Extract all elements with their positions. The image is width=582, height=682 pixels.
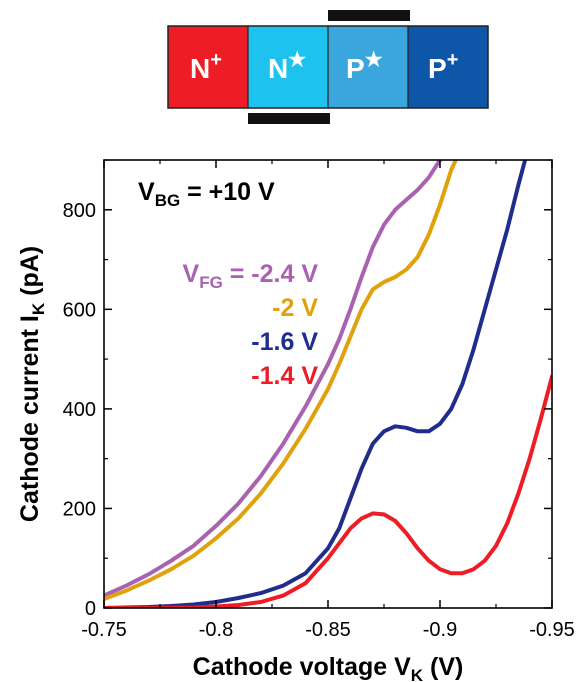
- legend: VFG = -2.4 V-2 V -1.6 V -1.4 V: [183, 260, 319, 390]
- region-n-star: [248, 26, 328, 108]
- x-tick-label-0: -0.75: [81, 619, 127, 641]
- y-tick-label-2: 400: [63, 399, 96, 421]
- x-axis-label: Cathode voltage VK (V): [193, 653, 464, 682]
- x-tick-label-1: -0.8: [199, 619, 233, 641]
- region-p-plus: [408, 26, 488, 108]
- device-schematic: N+ N★ P★ P+: [167, 10, 489, 124]
- top-gate-bar: [328, 10, 410, 21]
- region-n-star-label: N★: [268, 49, 306, 84]
- series-line-2: [104, 160, 528, 608]
- region-p-star-label: P★: [346, 49, 383, 84]
- y-axis-label: Cathode current IK (pA): [16, 246, 48, 522]
- x-tick-label-4: -0.95: [529, 619, 575, 641]
- series-line-1: [104, 160, 458, 601]
- tick-layer: -0.75 -0.8 -0.85 -0.9 -0.95 0 200 400 600 800: [63, 159, 575, 641]
- legend-entry-2: -1.6 V: [251, 328, 318, 356]
- y-tick-label-1: 200: [63, 498, 96, 520]
- bottom-gate-bar: [248, 113, 330, 124]
- region-p-star: [328, 26, 408, 108]
- series-layer: [104, 160, 552, 608]
- x-tick-label-3: -0.9: [423, 619, 457, 641]
- y-tick-label-3: 600: [63, 299, 96, 321]
- y-tick-label-0: 0: [85, 598, 96, 620]
- y-tick-label-4: 800: [63, 200, 96, 222]
- region-n-plus: [168, 26, 248, 108]
- legend-entry-3: -1.4 V: [251, 362, 318, 390]
- legend-entry-1: -2 V: [272, 294, 318, 322]
- vbg-annotation: VBG = +10 V: [138, 178, 275, 210]
- series-line-0: [104, 160, 442, 598]
- plot-frame: [103, 159, 553, 609]
- region-n-plus-label: N+: [190, 49, 222, 84]
- series-line-3: [104, 374, 552, 608]
- legend-entry-0: VFG = -2.4 V: [183, 260, 319, 292]
- x-tick-label-2: -0.85: [305, 619, 351, 641]
- plot-area: -0.75 -0.8 -0.85 -0.9 -0.95 0 200 400 600 800 Cat…: [16, 159, 575, 682]
- region-p-plus-label: P+: [428, 49, 458, 84]
